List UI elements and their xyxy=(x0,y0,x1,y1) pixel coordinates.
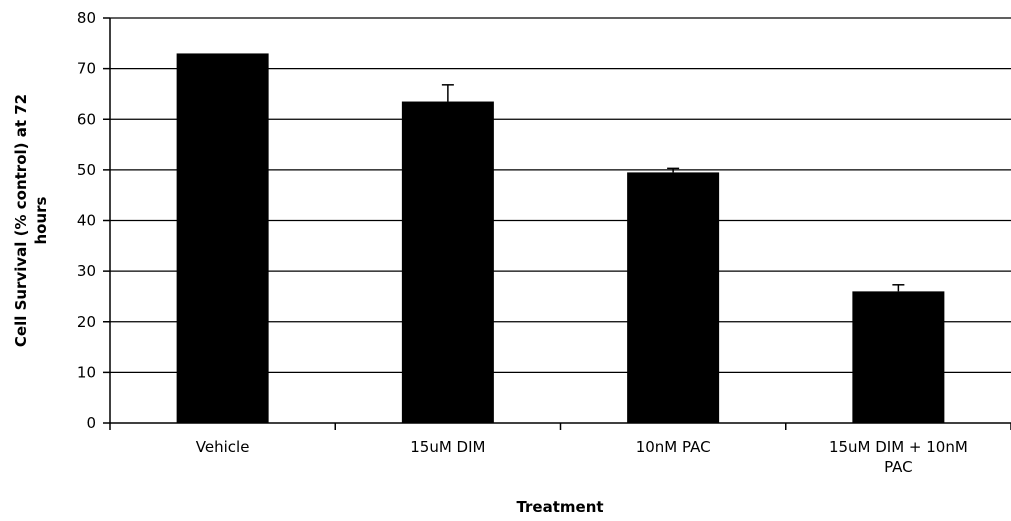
x-tick-label: Vehicle xyxy=(196,438,250,456)
bars xyxy=(176,53,945,423)
y-tick-label: 0 xyxy=(86,414,96,432)
y-axis-title-line: Cell Survival (% control) at 72 xyxy=(12,94,30,347)
y-axis-ticks: 0 10 20 30 40 50 60 70 80 xyxy=(77,9,110,432)
y-tick-label: 50 xyxy=(77,161,96,179)
x-tick-label: 10nM PAC xyxy=(636,438,711,456)
y-tick-label: 30 xyxy=(77,262,96,280)
y-tick-label: 60 xyxy=(77,110,96,128)
bar xyxy=(176,53,269,423)
x-tick-label: 15uM DIM + 10nM xyxy=(829,438,968,456)
x-axis-title: Treatment xyxy=(516,498,603,516)
x-axis-ticks: Vehicle 15uM DIM 10nM PAC 15uM DIM + 10nM PA… xyxy=(109,423,1011,476)
bar xyxy=(852,291,945,423)
y-tick-label: 40 xyxy=(77,212,96,230)
y-tick-label: 20 xyxy=(77,313,96,331)
bar xyxy=(401,101,494,423)
x-tick-label: 15uM DIM xyxy=(410,438,485,456)
y-tick-label: 80 xyxy=(77,9,96,27)
y-tick-label: 10 xyxy=(77,363,96,381)
y-tick-label: 70 xyxy=(77,60,96,78)
x-tick-label: PAC xyxy=(884,458,913,476)
bar xyxy=(627,172,720,423)
y-axis-title: Cell Survival (% control) at 72 hours xyxy=(12,94,50,347)
y-axis-title-line: hours xyxy=(32,196,50,244)
